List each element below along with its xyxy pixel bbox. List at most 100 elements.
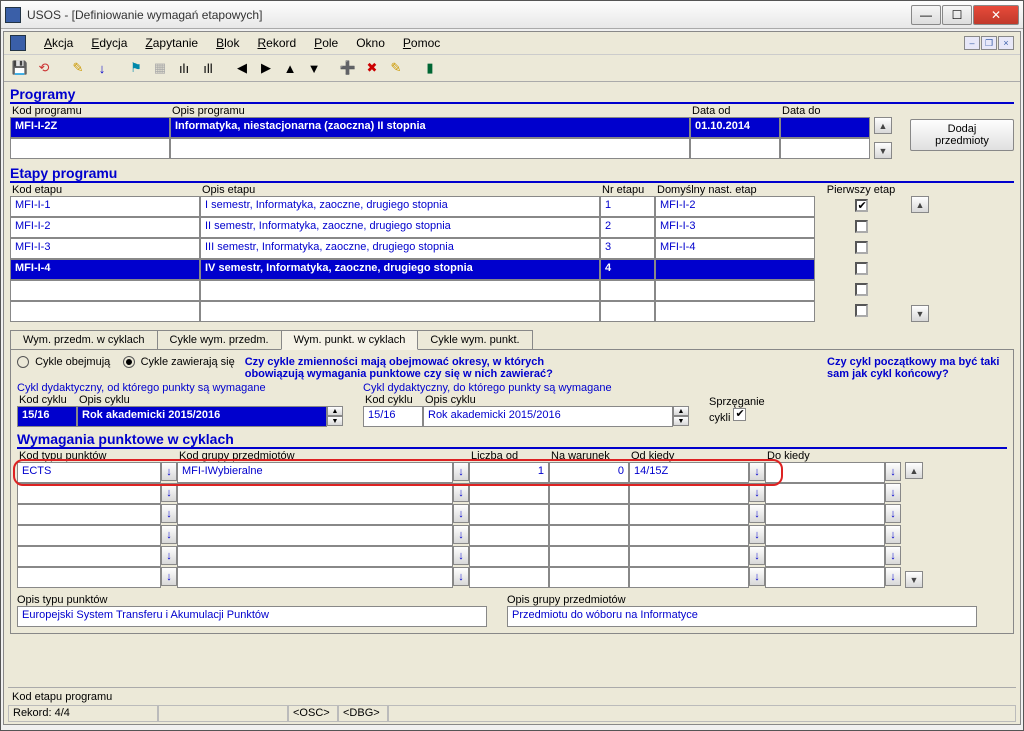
etapy-nast-0[interactable]: MFI-I-2	[655, 196, 815, 217]
etapy-nast-1[interactable]: MFI-I-3	[655, 217, 815, 238]
etapy-kod-5[interactable]	[10, 301, 200, 322]
wym-od-5[interactable]	[629, 567, 749, 588]
programy-datado-empty[interactable]	[780, 138, 870, 159]
etapy-pier-0[interactable]: ✔	[815, 196, 907, 217]
wym-grupa-4[interactable]	[177, 546, 453, 567]
wym-kod-dd-3[interactable]: ↓	[161, 525, 177, 544]
wym-liczba-0[interactable]: 1	[469, 462, 549, 483]
etapy-nast-3[interactable]	[655, 259, 815, 280]
cykle-left-kod[interactable]: 15/16	[17, 406, 77, 427]
cykle-right-spin-up[interactable]: ▲	[673, 406, 689, 416]
etapy-nr-4[interactable]	[600, 280, 655, 301]
cykle-right-kod[interactable]: 15/16	[363, 406, 423, 427]
cykle-left-opis[interactable]: Rok akademicki 2015/2016	[77, 406, 327, 427]
menu-pomoc[interactable]: Pomoc	[403, 36, 440, 50]
wym-od-4[interactable]	[629, 546, 749, 567]
radio-cykle-zawieraja[interactable]	[123, 356, 135, 368]
wym-liczba-3[interactable]	[469, 525, 549, 546]
wym-do-dd-3[interactable]: ↓	[885, 525, 901, 544]
etapy-nr-0[interactable]: 1	[600, 196, 655, 217]
wym-od-dd-5[interactable]: ↓	[749, 567, 765, 586]
wym-grupa-dd-2[interactable]: ↓	[453, 504, 469, 523]
etapy-pier-2[interactable]	[815, 238, 907, 259]
wym-kod-dd-2[interactable]: ↓	[161, 504, 177, 523]
etapy-opis-0[interactable]: I semestr, Informatyka, zaoczne, drugieg…	[200, 196, 600, 217]
nav-next-icon[interactable]: ▶	[256, 58, 276, 78]
mdi-close[interactable]: ×	[998, 36, 1014, 50]
cykle-left-spin-down[interactable]: ▼	[327, 416, 343, 426]
wym-kod-5[interactable]	[17, 567, 161, 588]
wym-grupa-dd-5[interactable]: ↓	[453, 567, 469, 586]
programy-dataod-empty[interactable]	[690, 138, 780, 159]
etapy-nr-5[interactable]	[600, 301, 655, 322]
etapy-nast-5[interactable]	[655, 301, 815, 322]
minimize-button[interactable]: —	[911, 5, 941, 25]
sprzeganie-checkbox[interactable]: ✔	[733, 408, 746, 421]
wym-kod-dd-4[interactable]: ↓	[161, 546, 177, 565]
etapy-pier-5[interactable]	[815, 301, 907, 322]
menu-okno[interactable]: Okno	[356, 36, 385, 50]
cykle-left-spin-up[interactable]: ▲	[327, 406, 343, 416]
etapy-opis-5[interactable]	[200, 301, 600, 322]
wym-do-0[interactable]	[765, 462, 885, 483]
exit-icon[interactable]: ▮	[420, 58, 440, 78]
menu-blok[interactable]: Blok	[216, 36, 239, 50]
etapy-nr-3[interactable]: 4	[600, 259, 655, 280]
wym-grupa-dd-4[interactable]: ↓	[453, 546, 469, 565]
wym-do-1[interactable]	[765, 483, 885, 504]
wym-kod-2[interactable]	[17, 504, 161, 525]
wym-liczba-2[interactable]	[469, 504, 549, 525]
wym-grupa-2[interactable]	[177, 504, 453, 525]
tab-1[interactable]: Cykle wym. przedm.	[157, 330, 282, 350]
wym-liczba-4[interactable]	[469, 546, 549, 567]
programy-scroll-down[interactable]: ▼	[874, 142, 892, 159]
etapy-scroll-up[interactable]: ▲	[911, 196, 929, 213]
wym-od-dd-1[interactable]: ↓	[749, 483, 765, 502]
wym-warunek-4[interactable]	[549, 546, 629, 567]
radio-cykle-obejmuja[interactable]	[17, 356, 29, 368]
etapy-kod-0[interactable]: MFI-I-1	[10, 196, 200, 217]
wym-do-2[interactable]	[765, 504, 885, 525]
nav-up-icon[interactable]: ▲	[280, 58, 300, 78]
wym-do-dd-2[interactable]: ↓	[885, 504, 901, 523]
menu-zapytanie[interactable]: Zapytanie	[145, 36, 198, 50]
cykle-right-spin-down[interactable]: ▼	[673, 416, 689, 426]
save-icon[interactable]: 💾	[10, 58, 30, 78]
wym-grupa-dd-3[interactable]: ↓	[453, 525, 469, 544]
wym-do-dd-4[interactable]: ↓	[885, 546, 901, 565]
programy-dataod[interactable]: 01.10.2014	[690, 117, 780, 138]
etapy-kod-2[interactable]: MFI-I-3	[10, 238, 200, 259]
menu-edycja[interactable]: Edycja	[91, 36, 127, 50]
wym-kod-dd-0[interactable]: ↓	[161, 462, 177, 481]
wym-kod-0[interactable]: ECTS	[17, 462, 161, 483]
wym-liczba-5[interactable]	[469, 567, 549, 588]
grid-icon[interactable]: ▦	[150, 58, 170, 78]
maximize-button[interactable]: ☐	[942, 5, 972, 25]
programy-scroll-up[interactable]: ▲	[874, 117, 892, 134]
wym-od-1[interactable]	[629, 483, 749, 504]
wym-grupa-1[interactable]	[177, 483, 453, 504]
bars1-icon[interactable]: ılı	[174, 58, 194, 78]
wym-do-4[interactable]	[765, 546, 885, 567]
etapy-pier-3[interactable]	[815, 259, 907, 280]
menu-rekord[interactable]: Rekord	[257, 36, 296, 50]
mdi-minimize[interactable]: –	[964, 36, 980, 50]
add-icon[interactable]: ➕	[338, 58, 358, 78]
wym-grupa-dd-0[interactable]: ↓	[453, 462, 469, 481]
programy-opis-empty[interactable]	[170, 138, 690, 159]
wym-od-0[interactable]: 14/15Z	[629, 462, 749, 483]
wym-kod-dd-5[interactable]: ↓	[161, 567, 177, 586]
wym-od-dd-3[interactable]: ↓	[749, 525, 765, 544]
wym-od-2[interactable]	[629, 504, 749, 525]
etapy-kod-4[interactable]	[10, 280, 200, 301]
menu-akcja[interactable]: Akcja	[44, 36, 73, 50]
wym-grupa-0[interactable]: MFI-IWybieralne	[177, 462, 453, 483]
wym-kod-dd-1[interactable]: ↓	[161, 483, 177, 502]
programy-opis[interactable]: Informatyka, niestacjonarna (zaoczna) II…	[170, 117, 690, 138]
nav-prev-icon[interactable]: ◀	[232, 58, 252, 78]
programy-kod[interactable]: MFI-I-2Z	[10, 117, 170, 138]
etapy-opis-2[interactable]: III semestr, Informatyka, zaoczne, drugi…	[200, 238, 600, 259]
mdi-restore[interactable]: ❐	[981, 36, 997, 50]
wym-warunek-3[interactable]	[549, 525, 629, 546]
etapy-kod-3[interactable]: MFI-I-4	[10, 259, 200, 280]
